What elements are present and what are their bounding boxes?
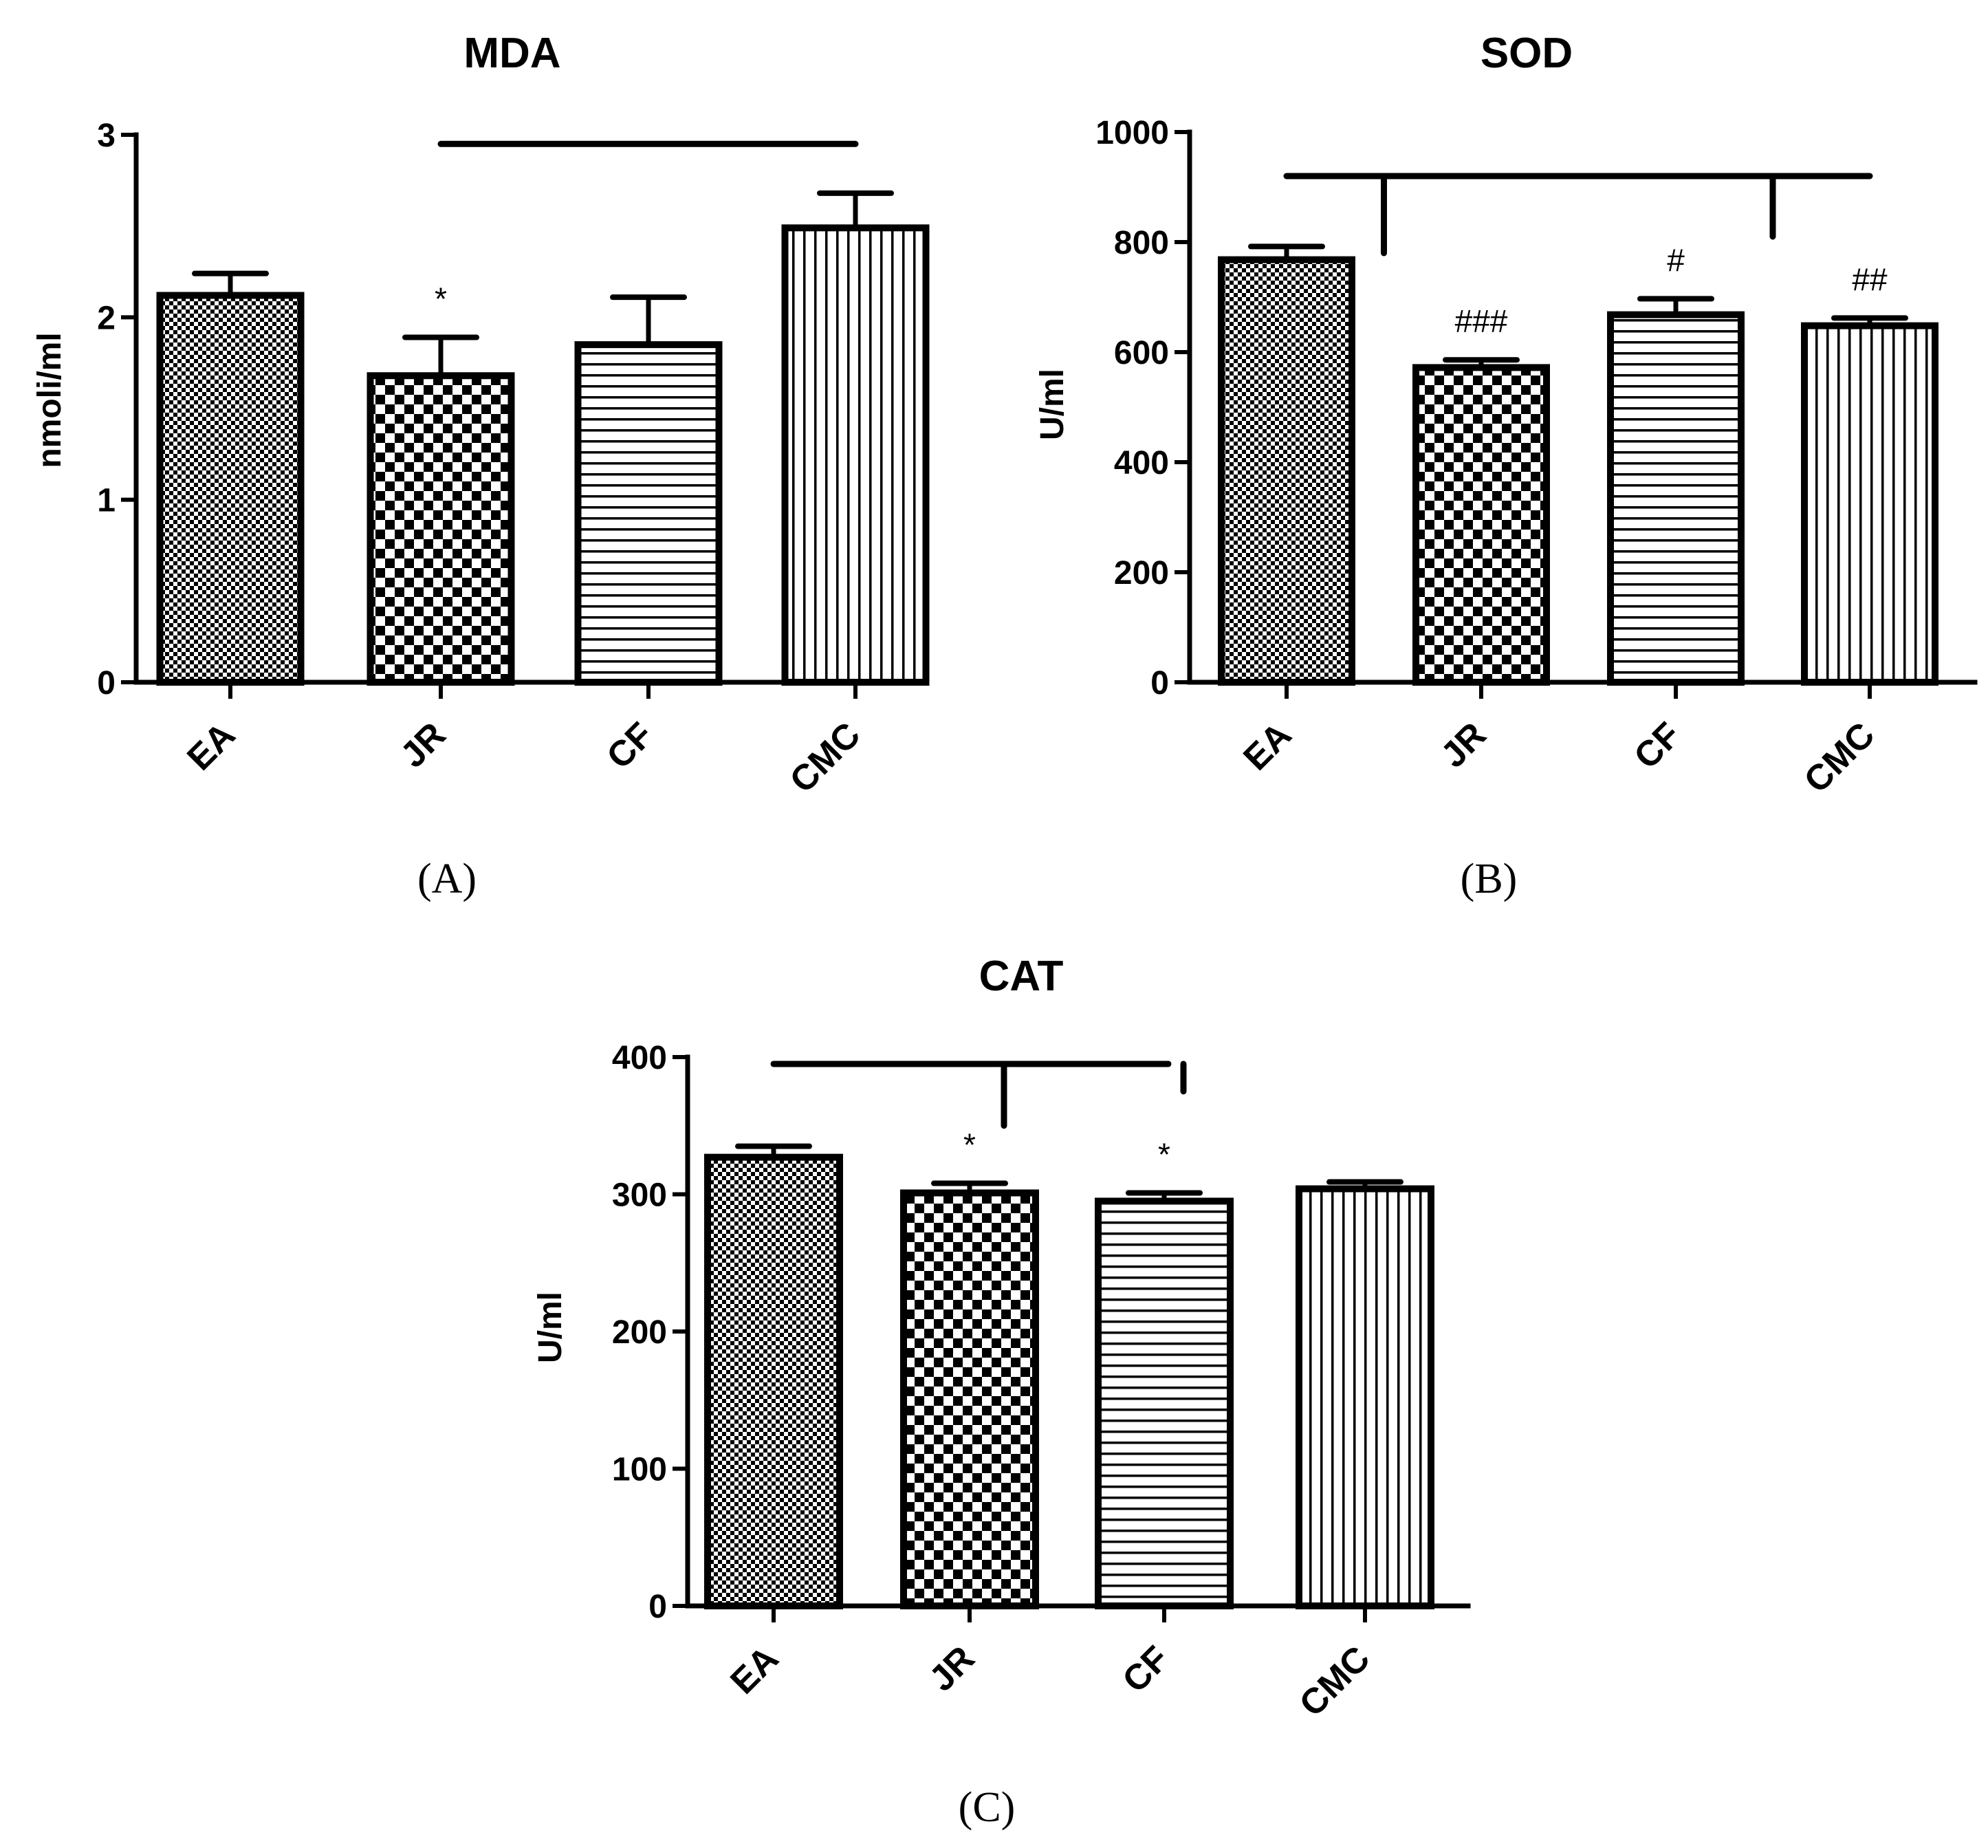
bar-cf-c bbox=[1095, 1197, 1234, 1609]
bars-a bbox=[156, 190, 930, 686]
y-tick-label-a: 3 bbox=[97, 118, 116, 154]
y-tick-label-b: 200 bbox=[1114, 555, 1169, 591]
bar-cmc-a bbox=[781, 224, 930, 686]
y-axis-label-b: U/ml bbox=[1034, 369, 1071, 440]
significance-mark-a: * bbox=[435, 281, 447, 317]
y-tick-label-b: 600 bbox=[1114, 335, 1169, 371]
y-tick-label-b: 0 bbox=[1150, 665, 1169, 702]
x-tick-label-b: CMC bbox=[1797, 715, 1883, 801]
significance-mark-b: ## bbox=[1852, 261, 1888, 297]
bar-cf-a bbox=[574, 341, 723, 686]
y-tick-label-b: 400 bbox=[1114, 445, 1169, 481]
panel-caption-a: (A) bbox=[417, 856, 477, 902]
chart-panel-a: MDA nmoli/ml 0 1 2 3 EA JR CF CMC * (A) bbox=[32, 30, 930, 902]
y-tick-label-c: 0 bbox=[648, 1589, 667, 1625]
significance-c: * * bbox=[770, 1061, 1187, 1173]
significance-b: ###### bbox=[1283, 173, 1888, 339]
bars-b bbox=[1218, 243, 1938, 686]
y-tick-label-b: 1000 bbox=[1095, 115, 1169, 151]
y-axis-label-c: U/ml bbox=[532, 1292, 569, 1363]
chart-title-b: SOD bbox=[1481, 30, 1573, 77]
bar-jr-b bbox=[1412, 364, 1550, 686]
x-tick-label-a: CF bbox=[599, 715, 661, 776]
chart-title-c: CAT bbox=[979, 953, 1064, 1000]
significance-a: * bbox=[435, 140, 859, 317]
panel-caption-b: (B) bbox=[1461, 856, 1518, 902]
bar-cmc-c bbox=[1296, 1185, 1434, 1609]
x-tick-label-c: EA bbox=[723, 1638, 786, 1702]
x-tick-label-c: JR bbox=[921, 1638, 982, 1699]
y-tick-label-c: 400 bbox=[612, 1040, 667, 1076]
chart-title-a: MDA bbox=[463, 30, 560, 77]
x-tick-label-b: EA bbox=[1236, 715, 1299, 778]
x-tick-label-a: EA bbox=[179, 715, 243, 778]
bar-cf-b bbox=[1607, 311, 1745, 686]
y-tick-label-a: 2 bbox=[97, 300, 116, 336]
x-tick-label-a: JR bbox=[393, 715, 453, 775]
significance-mark-c: * bbox=[963, 1127, 976, 1163]
bar-jr-c bbox=[900, 1189, 1039, 1609]
significance-mark-b: ### bbox=[1455, 303, 1508, 339]
x-tick-label-b: CF bbox=[1626, 715, 1688, 776]
y-tick-label-a: 1 bbox=[97, 483, 116, 519]
y-tick-label-b: 800 bbox=[1114, 225, 1169, 261]
y-tick-label-c: 300 bbox=[612, 1177, 667, 1214]
x-tick-label-a: CMC bbox=[783, 715, 869, 801]
y-tick-label-c: 100 bbox=[612, 1452, 667, 1488]
panel-caption-c: (C) bbox=[959, 1784, 1016, 1831]
x-tick-label-c: CF bbox=[1115, 1638, 1177, 1700]
bar-ea-c bbox=[704, 1153, 843, 1609]
y-tick-label-a: 0 bbox=[97, 665, 116, 702]
x-tick-label-c: CMC bbox=[1292, 1638, 1378, 1724]
bar-ea-b bbox=[1218, 256, 1355, 686]
bar-cmc-b bbox=[1801, 322, 1938, 686]
x-tick-label-b: JR bbox=[1433, 715, 1494, 775]
bars-c bbox=[704, 1143, 1434, 1609]
significance-mark-b: # bbox=[1667, 242, 1685, 278]
significance-mark-c: * bbox=[1158, 1137, 1170, 1173]
y-axis-label-a: nmoli/ml bbox=[32, 332, 68, 468]
bar-ea-a bbox=[156, 292, 305, 686]
y-tick-label-c: 200 bbox=[612, 1314, 667, 1351]
bar-jr-a bbox=[367, 372, 515, 686]
